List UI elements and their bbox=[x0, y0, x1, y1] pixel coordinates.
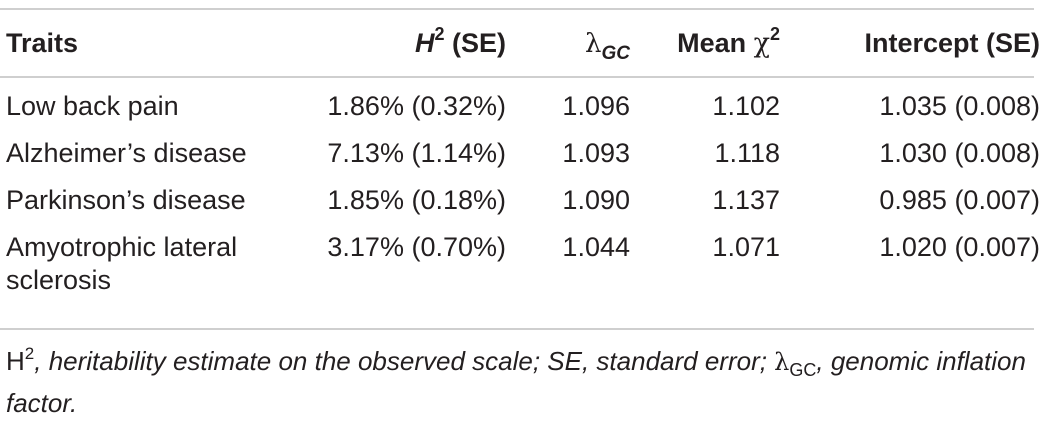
header-row: Traits H2 (SE) λGC Mean χ2 Intercept (SE… bbox=[0, 10, 1040, 76]
h2-cell: 7.13% (1.14%) bbox=[327, 138, 506, 168]
h2-cell: 1.86% (0.32%) bbox=[327, 91, 506, 121]
trait-cell: Alzheimer’s disease bbox=[6, 138, 247, 168]
table-row: Alzheimer’s disease 7.13% (1.14%) 1.093 … bbox=[0, 137, 1040, 184]
mean-label: Mean bbox=[677, 27, 754, 58]
header-lambda: λGC bbox=[506, 10, 630, 76]
top-rule bbox=[0, 8, 1034, 10]
trait-cell: Parkinson’s disease bbox=[6, 185, 246, 215]
table-row: Low back pain 1.86% (0.32%) 1.096 1.102 … bbox=[0, 90, 1040, 137]
trait-cell: Low back pain bbox=[6, 91, 179, 121]
footnote-h-symbol: H bbox=[6, 346, 25, 376]
intercept-cell: 0.985 (0.007) bbox=[879, 185, 1040, 215]
table-row: Amyotrophic lateral sclerosis 3.17% (0.7… bbox=[0, 231, 1040, 313]
table-footnote: H2, heritability estimate on the observe… bbox=[6, 342, 1034, 422]
footnote-text-2: , genomic inflation factor. bbox=[6, 346, 1026, 418]
footnote-lambda-subscript: GC bbox=[789, 360, 817, 380]
intercept-cell: 1.020 (0.007) bbox=[879, 232, 1040, 262]
h2-symbol: H bbox=[414, 27, 435, 58]
header-mean-chi2: Mean χ2 bbox=[630, 10, 780, 76]
intercept-cell: 1.030 (0.008) bbox=[879, 138, 1040, 168]
header-h2: H2 (SE) bbox=[291, 10, 506, 76]
chi-superscript: 2 bbox=[769, 23, 780, 44]
footnote-h-superscript: 2 bbox=[24, 344, 35, 363]
footnote-lambda-symbol: λ bbox=[774, 348, 790, 376]
lambda-subscript: GC bbox=[601, 42, 631, 64]
h2-cell: 3.17% (0.70%) bbox=[327, 232, 506, 262]
h2-se-label: (SE) bbox=[452, 27, 506, 58]
lambda-symbol: λ bbox=[585, 28, 602, 59]
bottom-rule bbox=[0, 328, 1034, 330]
lambda-cell: 1.044 bbox=[562, 232, 630, 262]
header-intercept: Intercept (SE) bbox=[864, 27, 1040, 58]
trait-cell: Amyotrophic lateral sclerosis bbox=[6, 232, 238, 295]
header-rule bbox=[0, 76, 1034, 78]
results-table: Traits H2 (SE) λGC Mean χ2 Intercept (SE… bbox=[0, 10, 1040, 313]
lambda-cell: 1.096 bbox=[562, 91, 630, 121]
mean-chi2-cell: 1.137 bbox=[712, 185, 780, 215]
mean-chi2-cell: 1.102 bbox=[712, 91, 780, 121]
footnote-text-1: , heritability estimate on the observed … bbox=[34, 346, 775, 376]
mean-chi2-cell: 1.071 bbox=[712, 232, 780, 262]
h2-cell: 1.85% (0.18%) bbox=[327, 185, 506, 215]
h2-superscript: 2 bbox=[434, 23, 445, 44]
mean-chi2-cell: 1.118 bbox=[714, 138, 780, 168]
lambda-cell: 1.093 bbox=[562, 138, 630, 168]
header-traits: Traits bbox=[6, 27, 79, 58]
chi-symbol: χ bbox=[753, 27, 770, 59]
table-row: Parkinson’s disease 1.85% (0.18%) 1.090 … bbox=[0, 184, 1040, 231]
intercept-cell: 1.035 (0.008) bbox=[879, 91, 1040, 121]
lambda-cell: 1.090 bbox=[562, 185, 630, 215]
